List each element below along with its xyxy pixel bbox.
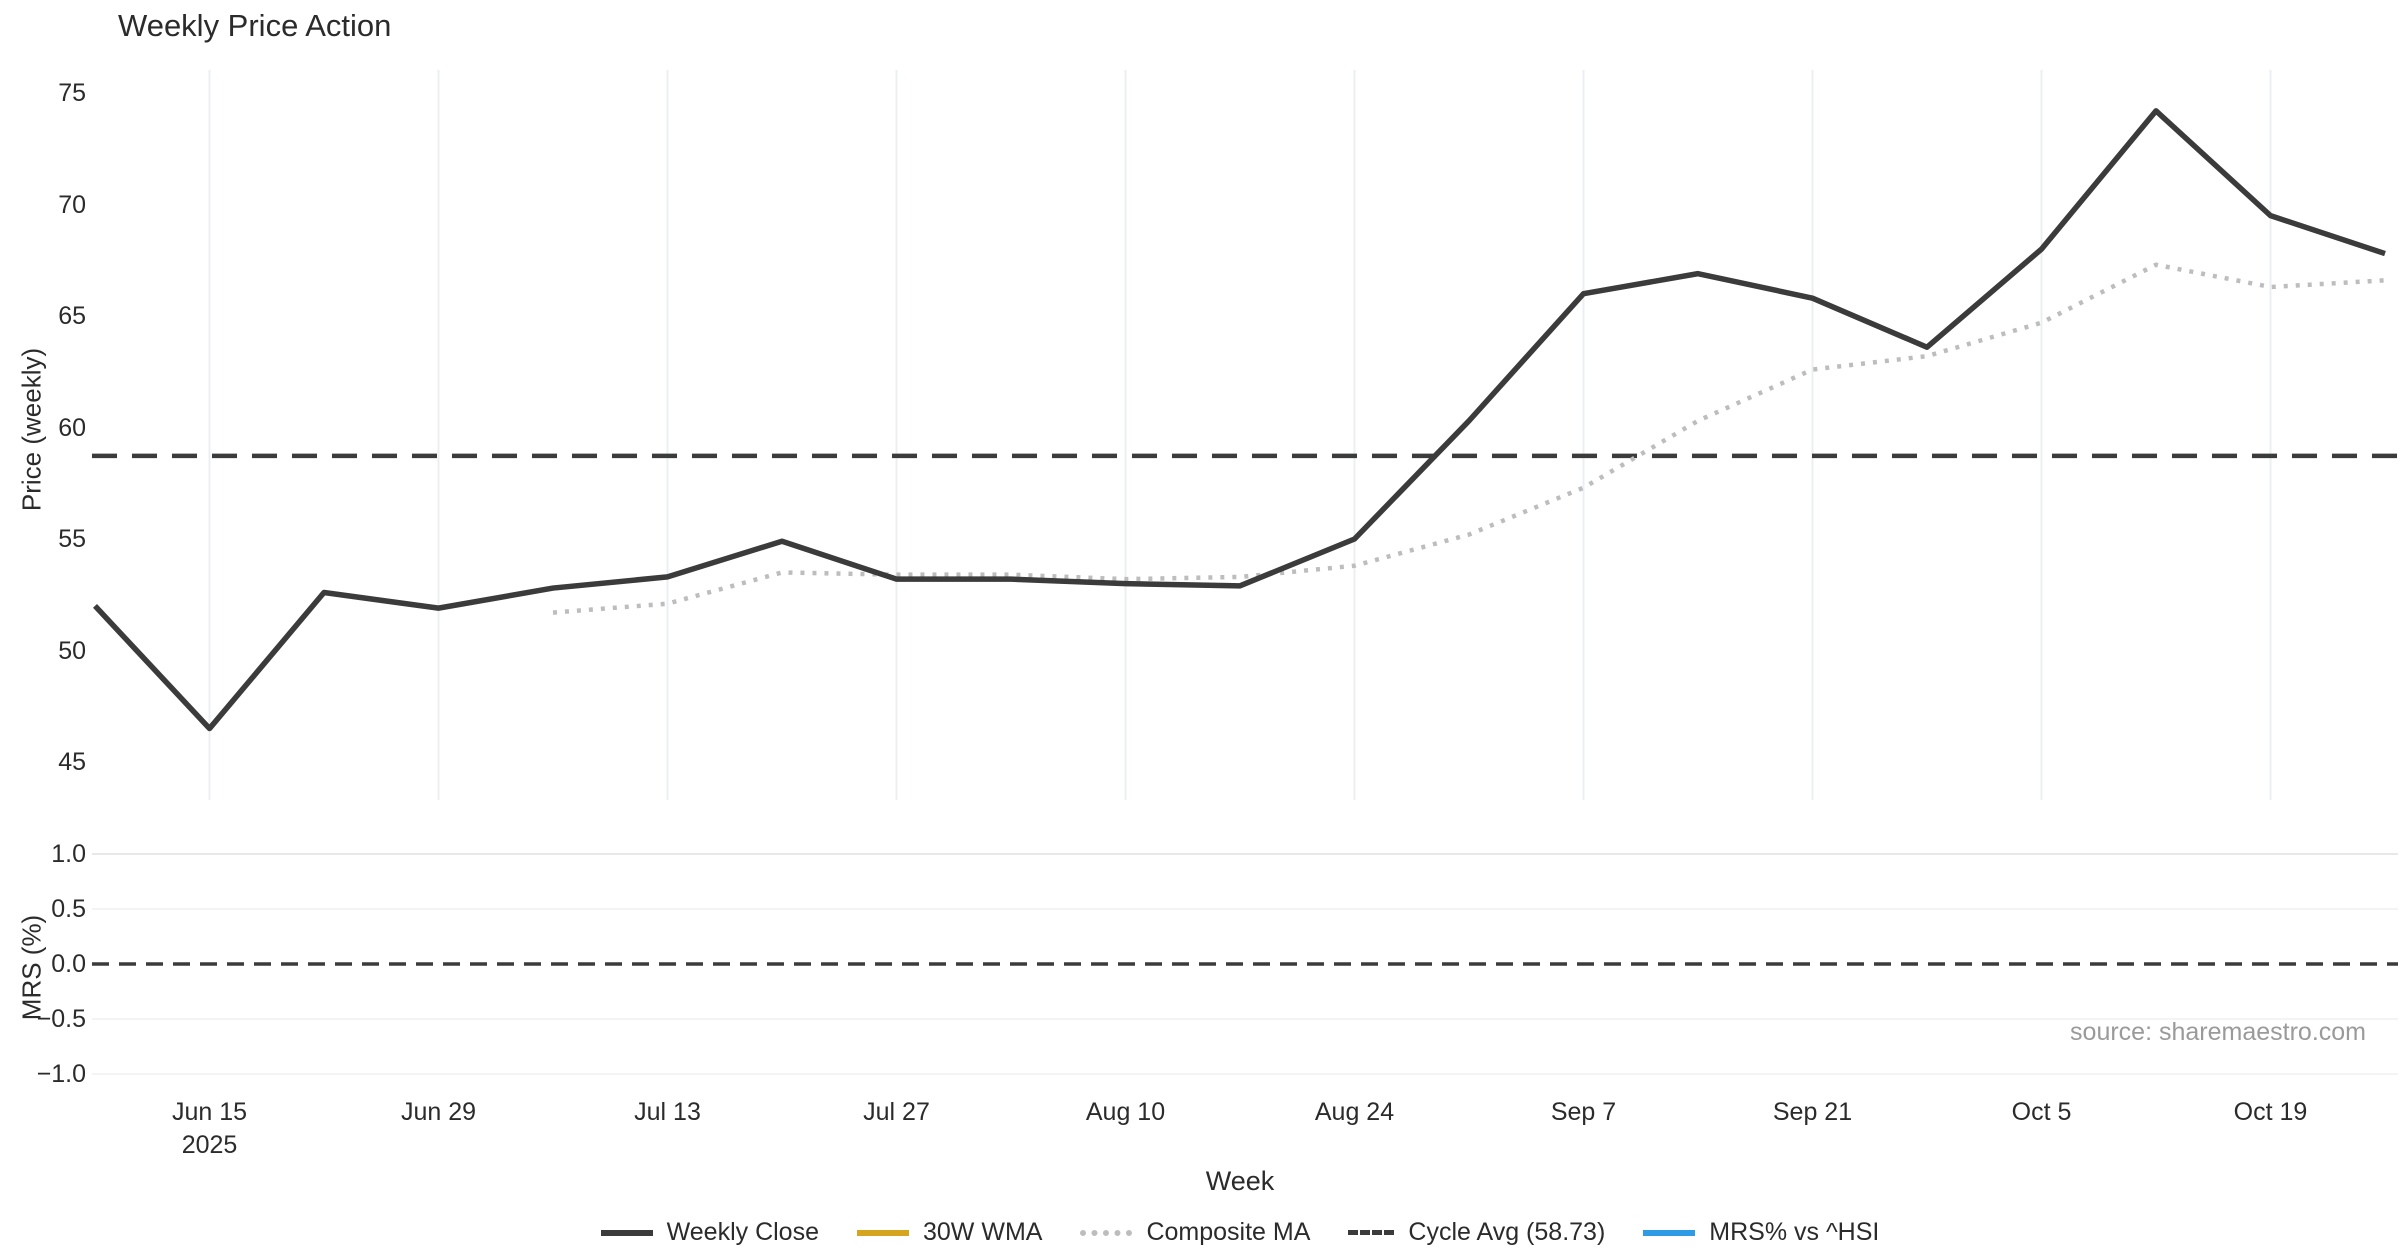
legend-label-composite-ma: Composite MA [1146,1218,1311,1246]
weekly-close-line-swatch [600,1229,653,1236]
mrs-ytick-0.0: 0.0 [51,950,86,978]
xtick-jul-27: Jul 27 [863,1098,930,1126]
mrs-ytick-−0.5: −0.5 [36,1005,86,1033]
cycle-avg-line-swatch [1348,1230,1395,1235]
xtick-jul-13: Jul 13 [634,1098,701,1126]
price-ytick-45: 45 [58,748,86,776]
price-ytick-65: 65 [58,302,86,330]
price-ytick-60: 60 [58,413,86,442]
mrs-ytick-1.0: 1.0 [51,840,86,868]
chart-title: Weekly Price Action [118,8,392,43]
composite-ma-line [552,262,2386,615]
price-ytick-75: 75 [58,79,86,107]
xtick-oct-19: Oct 19 [2233,1098,2308,1126]
legend-item-cycle-avg: Cycle Avg (58.73) [1348,1218,1605,1247]
xtick-aug-10: Aug 10 [1085,1098,1166,1126]
xtick-jun-29: Jun 29 [400,1098,477,1126]
legend-item-30w-wma: 30W WMA [857,1218,1042,1247]
xtick-jun-15: Jun 15 2025 [171,1098,248,1159]
legend-item-composite-ma: Composite MA [1080,1218,1310,1247]
legend-label-cycle-avg: Cycle Avg (58.73) [1408,1218,1606,1246]
mrs-ytick-−1.0: −1.0 [36,1060,86,1088]
legend-label-30w-wma: 30W WMA [923,1218,1043,1246]
legend-label-weekly-close: Weekly Close [666,1218,819,1246]
price-ytick-55: 55 [58,525,86,553]
xtick-aug-24: Aug 24 [1314,1098,1395,1126]
source-credit: source: sharemaestro.com [2070,1018,2366,1046]
xtick-sep-21: Sep 21 [1772,1098,1853,1126]
wma-line-swatch [857,1229,909,1236]
legend-label-mrs: MRS% vs ^HSI [1709,1218,1880,1246]
x-axis-title: Week [1205,1166,1275,1196]
price-ytick-70: 70 [58,190,86,219]
mrs-ytick-0.5: 0.5 [51,895,86,923]
price-ytick-50: 50 [58,636,86,665]
mrs-line-swatch [1643,1229,1696,1236]
legend: Weekly Close 30W WMA Composite MA Cycle … [0,1218,2400,1247]
xtick-sep-7: Sep 7 [1550,1098,1617,1126]
composite-ma-line-swatch [1080,1229,1133,1236]
weekly-close-line [92,108,2386,732]
xtick-oct-5: Oct 5 [2011,1098,2072,1126]
legend-item-weekly-close: Weekly Close [600,1218,819,1247]
legend-item-mrs: MRS% vs ^HSI [1643,1218,1879,1247]
